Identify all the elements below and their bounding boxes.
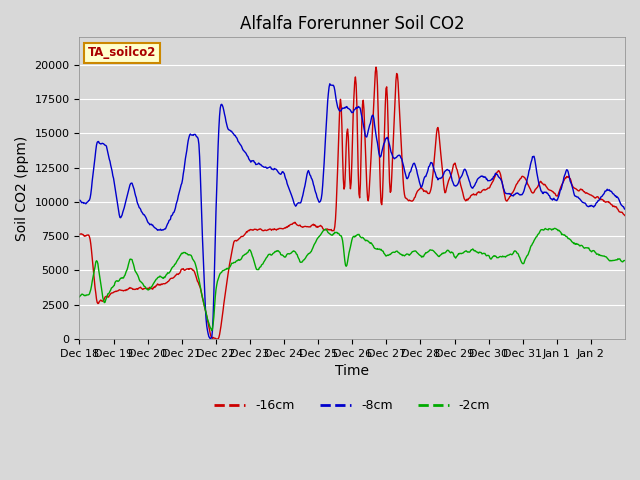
Text: TA_soilco2: TA_soilco2	[88, 47, 156, 60]
X-axis label: Time: Time	[335, 364, 369, 378]
Title: Alfalfa Forerunner Soil CO2: Alfalfa Forerunner Soil CO2	[240, 15, 465, 33]
Legend: -16cm, -8cm, -2cm: -16cm, -8cm, -2cm	[209, 394, 495, 417]
Y-axis label: Soil CO2 (ppm): Soil CO2 (ppm)	[15, 135, 29, 241]
